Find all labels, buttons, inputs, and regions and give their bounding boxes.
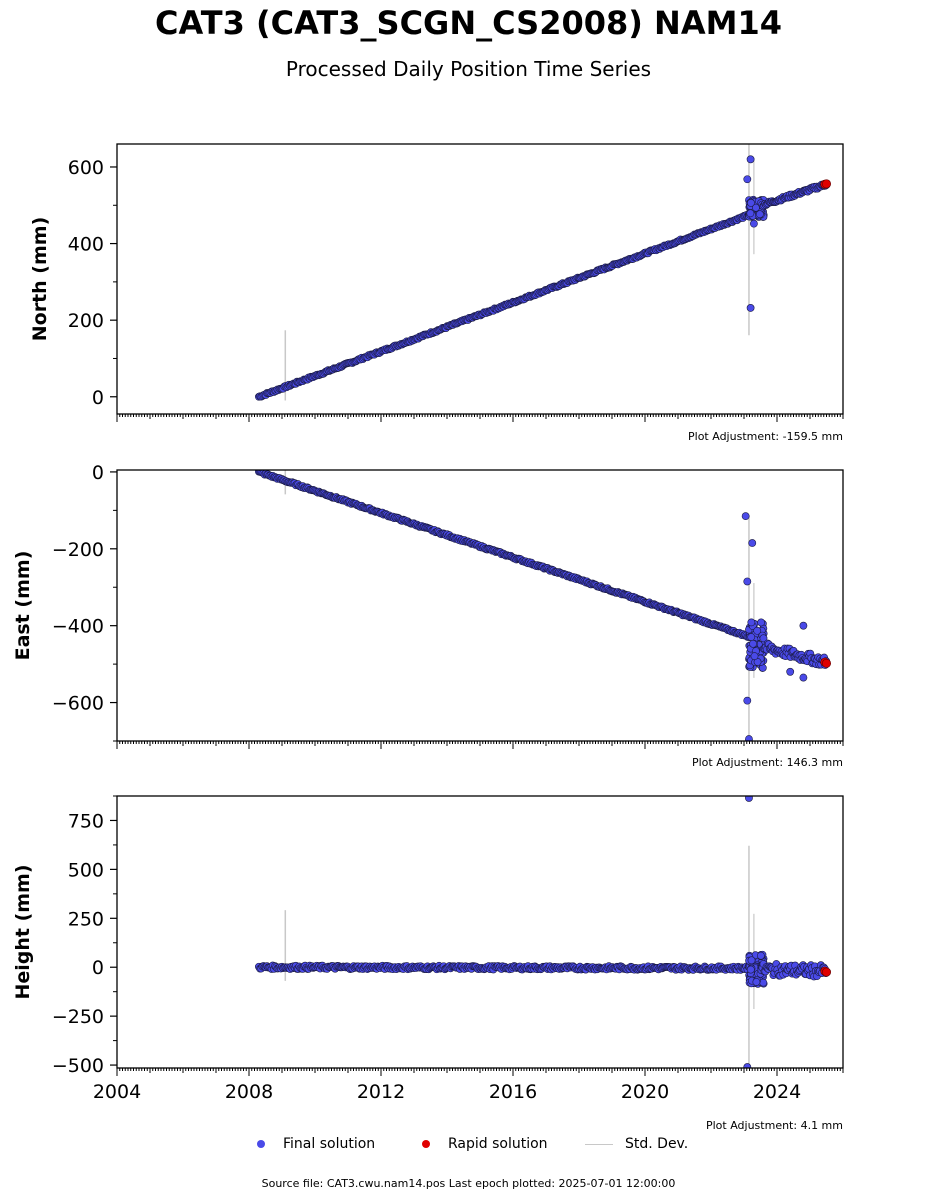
rapid-solution-point — [821, 967, 831, 977]
y-axis-label: East (mm) — [12, 551, 34, 661]
final-solution-point — [799, 621, 808, 630]
final-solution-point — [747, 198, 755, 207]
y-tick-label: 250 — [68, 908, 104, 930]
chart-title: CAT3 (CAT3_SCGN_CS2008) NAM14 — [155, 4, 782, 42]
plot-area — [255, 470, 831, 741]
chart-subtitle: Processed Daily Position Time Series — [285, 57, 652, 81]
rapid-marker-icon — [422, 1140, 430, 1148]
legend: Final solution Rapid solution Std. Dev. — [0, 1136, 937, 1158]
y-tick-label: −250 — [52, 1006, 104, 1028]
legend-rapid: Rapid solution — [422, 1136, 548, 1152]
final-solution-point — [759, 634, 768, 643]
x-tick-label: 2016 — [489, 1081, 537, 1103]
y-tick-label: 0 — [92, 387, 104, 409]
final-solution-point — [757, 618, 766, 627]
final-solution-point — [743, 696, 752, 705]
y-tick-label: 750 — [68, 810, 104, 832]
y-tick-label: 500 — [68, 859, 104, 881]
x-tick-label: 2024 — [753, 1081, 801, 1103]
y-tick-label: 0 — [92, 957, 104, 979]
source-footer: Source file: CAT3.cwu.nam14.pos Last epo… — [261, 1177, 676, 1190]
y-tick-label: 400 — [68, 234, 104, 256]
plot-adjustment: Plot Adjustment: 146.3 mm — [692, 756, 843, 769]
final-solution-point — [799, 673, 808, 682]
legend-final: Final solution — [257, 1136, 375, 1152]
legend-final-label: Final solution — [283, 1136, 376, 1152]
final-solution-point — [752, 978, 761, 986]
final-marker-icon — [257, 1140, 265, 1148]
final-solution-point — [745, 735, 753, 741]
final-solution-point — [745, 796, 753, 802]
y-axis-label: Height (mm) — [12, 864, 34, 999]
x-tick-label: 2008 — [225, 1081, 273, 1103]
final-solution-point — [756, 951, 765, 960]
final-solution-point — [746, 965, 755, 974]
final-solution-point — [746, 209, 755, 218]
final-solution-point — [749, 639, 757, 648]
final-solution-point — [750, 652, 759, 661]
panel-frame — [116, 795, 844, 1069]
panel-1: 0 200 400 600 North (mm) Plot Adjustment: -15… — [29, 143, 844, 443]
final-solution-point — [746, 304, 755, 312]
final-solution-point — [750, 219, 758, 228]
final-solution-point — [743, 175, 752, 184]
final-solution-point — [753, 626, 762, 635]
plot-area — [254, 796, 831, 1068]
final-solution-point — [747, 618, 756, 627]
legend-stddev-label: Std. Dev. — [625, 1136, 689, 1152]
y-tick-label: −600 — [52, 693, 104, 715]
y-tick-label: −500 — [52, 1055, 104, 1077]
rapid-solution-point — [821, 179, 831, 189]
final-solution-point — [741, 512, 750, 521]
final-solution-point — [747, 633, 756, 641]
final-solution-point — [743, 577, 752, 586]
panel-frame — [116, 469, 844, 742]
final-solution-point — [746, 155, 755, 164]
final-solution-point — [755, 210, 764, 219]
final-solution-point — [748, 539, 757, 547]
y-axis-label: North (mm) — [29, 217, 51, 342]
x-tick-label: 2004 — [93, 1081, 141, 1103]
x-tick-label: 2020 — [621, 1081, 669, 1103]
final-solution-point — [747, 956, 756, 965]
y-tick-label: 600 — [68, 157, 104, 179]
final-solution-point — [786, 667, 795, 676]
plot-adjustment: Plot Adjustment: -159.5 mm — [688, 430, 843, 443]
rapid-solution-point — [821, 658, 831, 668]
x-tick-label: 2012 — [357, 1081, 405, 1103]
plot-area — [254, 144, 831, 401]
plot-adjustment: Plot Adjustment: 4.1 mm — [706, 1119, 843, 1132]
y-tick-label: −400 — [52, 616, 104, 638]
final-solution-point — [743, 1063, 752, 1068]
y-tick-label: 200 — [68, 310, 104, 332]
legend-stddev: Std. Dev. — [585, 1136, 688, 1152]
y-tick-label: 0 — [92, 462, 104, 484]
panel-3: 750 500 250 0 −250 −500 Height (mm) Plot Adjust… — [12, 795, 844, 1132]
legend-rapid-label: Rapid solution — [448, 1136, 548, 1152]
stddev-line-icon — [585, 1143, 613, 1145]
y-tick-label: −200 — [52, 539, 104, 561]
panel-2: 0 −200 −400 −600 East (mm) Plot Adjustment: 1… — [12, 462, 844, 769]
panel-frame — [116, 143, 844, 415]
